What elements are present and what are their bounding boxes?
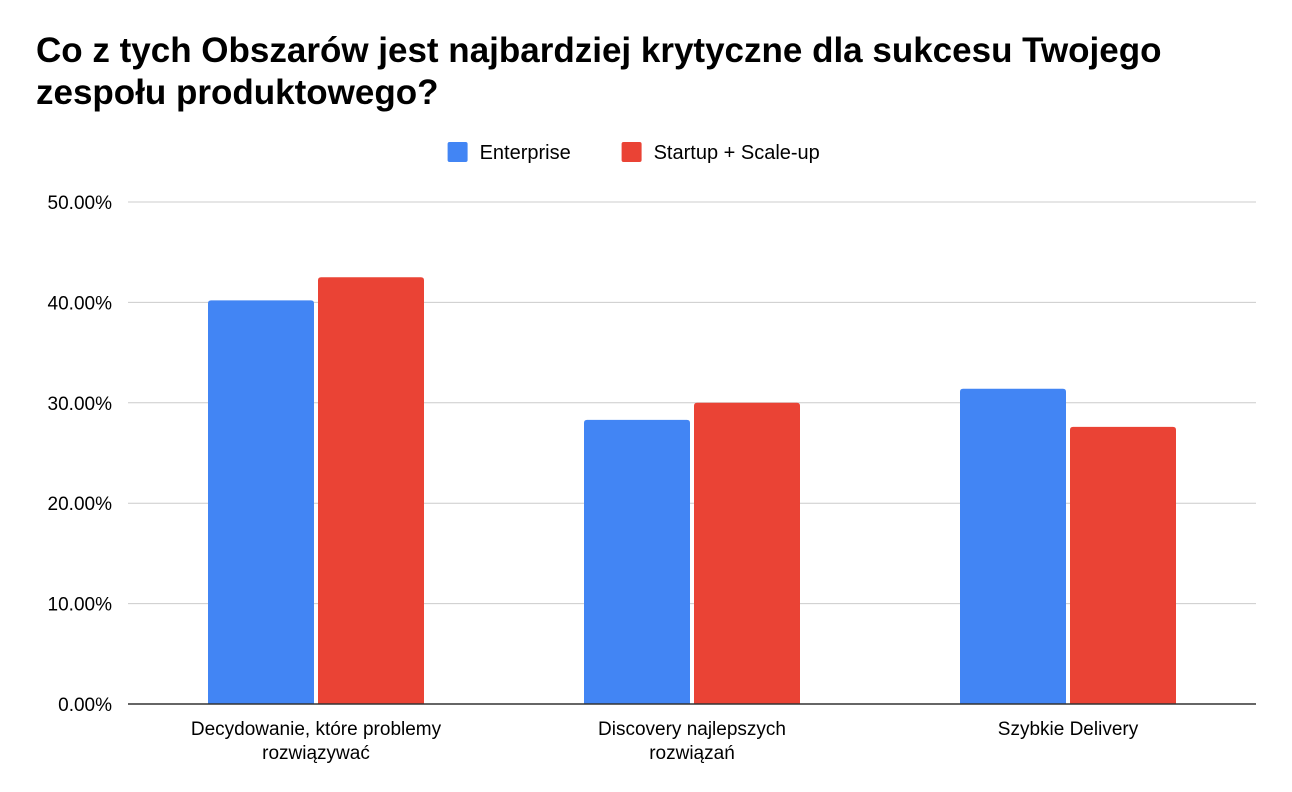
bar-startup-scale-up [694, 402, 800, 704]
x-tick-label: Discovery najlepszych [598, 719, 786, 740]
legend-label: Enterprise [480, 142, 571, 164]
y-tick-label: 40.00% [48, 293, 113, 314]
y-tick-label: 50.00% [48, 193, 113, 214]
bar-enterprise [208, 300, 314, 704]
chart-title: Co z tych Obszarów jest najbardziej kryt… [36, 31, 1162, 112]
bars [208, 277, 1176, 704]
legend-label: Startup + Scale-up [654, 142, 820, 164]
bar-enterprise [584, 419, 690, 704]
x-tick-label: Szybkie Delivery [998, 719, 1139, 740]
y-tick-label: 30.00% [48, 394, 113, 415]
y-axis-ticks: 0.00% 10.00% 20.00% 30.00% 40.00% 50.00% [48, 193, 113, 716]
bar-startup-scale-up [1070, 426, 1176, 704]
y-tick-label: 10.00% [48, 595, 113, 616]
bar-enterprise [960, 388, 1066, 704]
legend-swatch [621, 142, 642, 162]
legend-swatch [447, 142, 468, 162]
x-tick-label: rozwiązywać [262, 743, 370, 764]
x-axis-ticks: Decydowanie, które problemy rozwiązywać Di… [191, 719, 1139, 764]
y-tick-label: 20.00% [48, 494, 113, 515]
gridlines [128, 201, 1256, 605]
legend: Enterprise Startup + Scale-up [447, 142, 820, 164]
x-tick-label: rozwiązań [649, 743, 735, 764]
x-tick-label: Decydowanie, które problemy [191, 719, 442, 740]
bar-startup-scale-up [318, 277, 424, 704]
y-tick-label: 0.00% [58, 695, 112, 716]
